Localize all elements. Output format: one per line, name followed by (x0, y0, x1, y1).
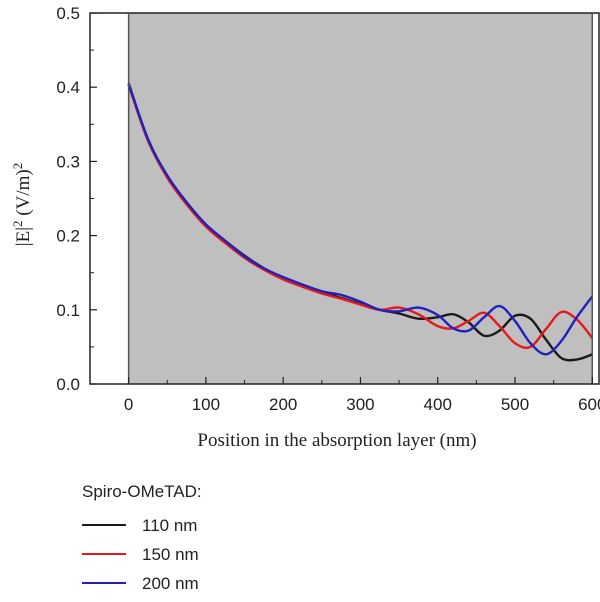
y-tick-label: 0.3 (56, 152, 80, 171)
x-tick-label: 0 (124, 395, 133, 414)
x-tick-label: 600 (578, 395, 600, 414)
shaded-absorption-region (128, 13, 593, 384)
y-axis-title-unit: (V/m) (13, 169, 34, 220)
y-axis-title: |E|2 (V/m)2 (10, 163, 35, 246)
x-tick-label: 200 (269, 395, 297, 414)
x-tick-label: 100 (192, 395, 220, 414)
legend-label: 150 nm (142, 545, 199, 564)
y-tick-label: 0.4 (56, 78, 80, 97)
series-line-200-nm (127, 83, 594, 356)
legend-title: Spiro-OMeTAD: (82, 482, 202, 501)
y-tick-label: 0.5 (56, 4, 80, 23)
y-tick-label: 0.0 (56, 375, 80, 394)
chart-axes: 0 100 200 300 400 500 600 0.0 0.1 0.2 0.3 0.4 0.5 (56, 4, 600, 414)
x-tick-label: 400 (424, 395, 452, 414)
y-axis-title-sup2: 2 (10, 163, 25, 170)
legend-label: 200 nm (142, 574, 199, 593)
y-tick-label: 0.2 (56, 227, 80, 246)
x-tick-label: 300 (346, 395, 374, 414)
legend-label: 110 nm (142, 516, 197, 535)
x-tick-label: 500 (501, 395, 529, 414)
chart-marks (127, 83, 594, 362)
y-axis-title-sup1: 2 (10, 220, 25, 227)
legend: Spiro-OMeTAD: 110 nm 150 nm 200 nm (82, 482, 202, 593)
y-axis-title-base: |E| (13, 227, 34, 246)
x-axis-title: Position in the absorption layer (nm) (197, 430, 476, 451)
y-tick-label: 0.1 (56, 301, 80, 320)
